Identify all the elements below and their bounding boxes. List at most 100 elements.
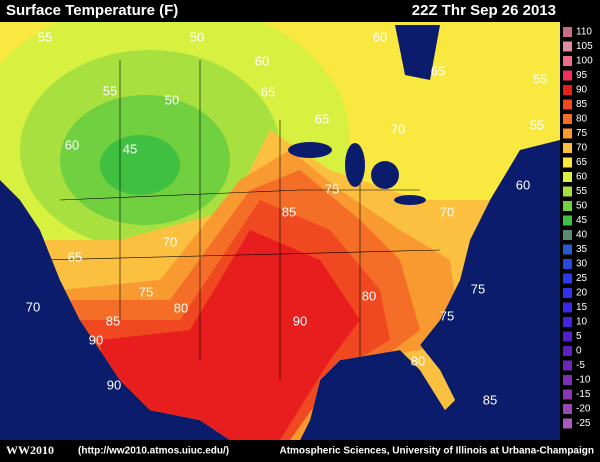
contour-label: 60 (516, 177, 530, 192)
legend-swatch (563, 143, 572, 153)
legend-swatch (563, 273, 572, 284)
contour-label: 75 (471, 281, 485, 296)
legend-swatch (563, 346, 572, 356)
legend-label: 85 (576, 99, 588, 110)
contour-label: 60 (65, 137, 79, 152)
legend-label: -20 (576, 404, 591, 415)
legend-label: -15 (576, 389, 591, 400)
contour-label: 70 (163, 234, 177, 249)
legend-swatch (563, 99, 572, 110)
legend-label: 45 (576, 215, 588, 226)
legend-label: 15 (576, 302, 588, 313)
contour-label: 75 (139, 284, 153, 299)
legend-label: 110 (576, 27, 592, 38)
legend-label: -5 (576, 360, 585, 371)
contour-label: 70 (440, 204, 454, 219)
legend-swatch (563, 215, 572, 226)
legend-swatch (563, 56, 572, 66)
legend-label: -10 (576, 375, 591, 386)
contour-label: 85 (282, 204, 296, 219)
contour-label: 65 (68, 249, 82, 264)
legend-swatch (563, 230, 572, 240)
legend-swatch (563, 360, 572, 371)
contour-label: 65 (261, 84, 275, 99)
contour-label: 70 (391, 121, 405, 136)
map-title: Surface Temperature (F) (6, 2, 178, 19)
legend-swatch (563, 201, 572, 211)
contour-label: 65 (431, 63, 445, 78)
legend-label: 100 (576, 56, 593, 67)
contour-label: 55 (533, 71, 547, 86)
contour-label: 45 (123, 141, 137, 156)
contour-label: 85 (106, 313, 120, 328)
contour-label: 50 (190, 29, 204, 44)
legend-swatch (563, 389, 572, 400)
contour-label: 70 (26, 299, 40, 314)
legend-swatch (563, 41, 572, 52)
legend-swatch (563, 288, 572, 298)
header-bar (0, 0, 600, 22)
legend-swatch (563, 186, 572, 197)
legend-label: 0 (576, 346, 582, 357)
footer-credit: Atmospheric Sciences, University of Illi… (279, 446, 594, 457)
lakes (288, 25, 440, 205)
contour-label: 75 (325, 181, 339, 196)
legend-swatch (563, 85, 572, 95)
legend-label: 5 (576, 331, 582, 342)
legend-label: 60 (576, 172, 588, 183)
state-borders (39, 60, 441, 380)
legend: 1101051009590858075706560555045403530252… (563, 27, 593, 429)
legend-label: 30 (576, 259, 588, 270)
legend-swatch (563, 172, 572, 182)
legend-label: 70 (576, 143, 588, 154)
legend-swatch (563, 27, 572, 37)
timestamp: 22Z Thr Sep 26 2013 (412, 2, 556, 19)
contour-label: 90 (107, 377, 121, 392)
legend-label: 25 (576, 273, 588, 284)
contour-label: 85 (483, 392, 497, 407)
legend-swatch (563, 418, 572, 429)
legend-swatch (563, 128, 572, 139)
legend-label: 10 (576, 317, 588, 328)
footer-brand: WW2010 (6, 443, 54, 457)
contour-label: 75 (440, 308, 454, 323)
legend-label: 40 (576, 230, 588, 241)
contour-label: 60 (255, 53, 269, 68)
legend-label: 105 (576, 41, 593, 52)
footer-url: (http://ww2010.atmos.uiuc.edu/) (78, 446, 229, 457)
contour-label: 80 (411, 353, 425, 368)
contour-label: 80 (362, 288, 376, 303)
contour-label: 55 (38, 29, 52, 44)
legend-swatch (563, 317, 572, 327)
legend-label: 50 (576, 201, 588, 212)
legend-swatch (563, 404, 572, 414)
legend-label: 20 (576, 288, 588, 299)
contour-label: 90 (89, 332, 103, 347)
legend-label: 35 (576, 244, 588, 255)
legend-swatch (563, 375, 572, 385)
legend-swatch (563, 331, 572, 342)
contour-label: 55 (530, 117, 544, 132)
legend-swatch (563, 302, 572, 313)
legend-swatch (563, 244, 572, 255)
contour-label: 65 (315, 111, 329, 126)
legend-label: 80 (576, 114, 588, 125)
legend-label: 55 (576, 186, 588, 197)
legend-label: 90 (576, 85, 588, 96)
legend-label: 65 (576, 157, 588, 168)
legend-swatch (563, 259, 572, 269)
legend-label: 95 (576, 70, 588, 81)
contour-label: 55 (103, 83, 117, 98)
legend-label: -25 (576, 418, 591, 429)
contour-label: 50 (165, 92, 179, 107)
contour-label: 60 (373, 29, 387, 44)
contour-labels: 55 50 60 60 65 55 55 50 65 65 70 55 60 45 60 75 85 70 70 65… (26, 29, 547, 407)
legend-swatch (563, 157, 572, 168)
legend-swatch (563, 114, 572, 124)
footer-bar (0, 440, 600, 462)
contour-label: 80 (174, 300, 188, 315)
legend-label: 75 (576, 128, 588, 139)
contour-label: 90 (293, 313, 307, 328)
legend-swatch (563, 70, 572, 81)
